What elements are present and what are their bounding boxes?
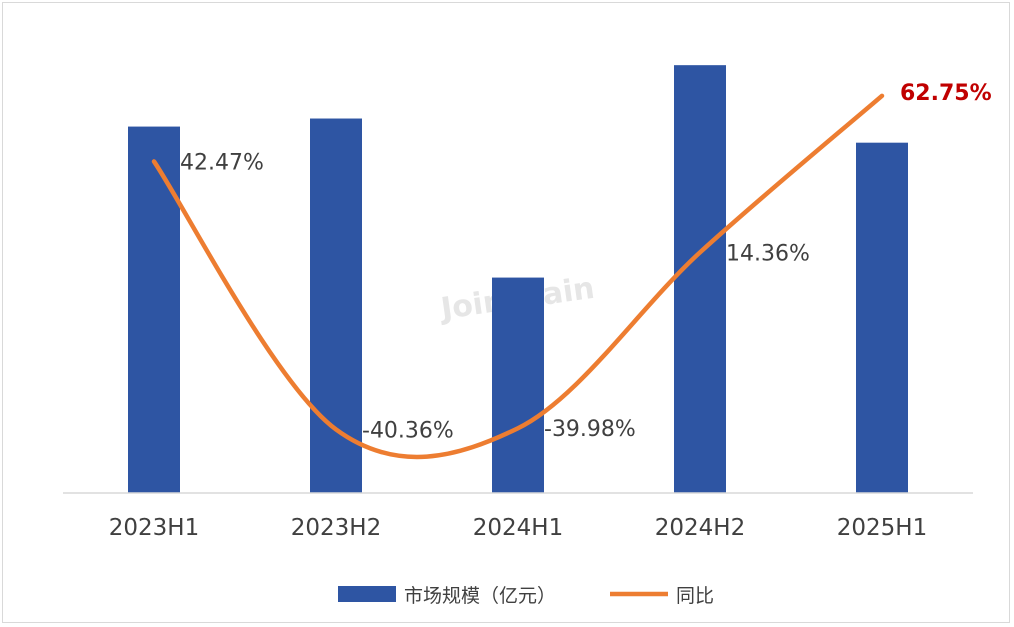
bar-2025H1	[856, 142, 908, 493]
bar-2023H2	[310, 118, 362, 494]
yoy-label-2024H1: -39.98%	[544, 417, 636, 442]
x-tick-label: 2024H2	[655, 515, 745, 541]
x-tick-label: 2024H1	[473, 515, 563, 541]
yoy-label-2024H2: 14.36%	[726, 241, 810, 266]
legend-swatch-bar	[338, 586, 396, 602]
legend-label-line: 同比	[676, 585, 714, 607]
x-tick-labels: 2023H1 2023H2 2024H1 2024H2 2025H1	[109, 515, 927, 541]
x-tick-label: 2023H1	[109, 515, 199, 541]
yoy-label-2025H1: 62.75%	[900, 81, 992, 106]
x-tick-label: 2023H2	[291, 515, 381, 541]
yoy-label-2023H2: -40.36%	[362, 418, 454, 443]
x-tick-label: 2025H1	[837, 515, 927, 541]
bar-2023H1	[128, 126, 180, 493]
yoy-data-labels: 42.47% -40.36% -39.98% 14.36% 62.75%	[180, 81, 992, 444]
legend: 市场规模（亿元） 同比	[338, 585, 714, 607]
bar-series	[128, 65, 908, 494]
yoy-line	[151, 93, 885, 460]
yoy-label-2023H1: 42.47%	[180, 150, 264, 175]
bar-2024H1	[492, 277, 544, 493]
legend-label-bar: 市场规模（亿元）	[404, 585, 556, 607]
bar-2024H2	[674, 65, 726, 494]
